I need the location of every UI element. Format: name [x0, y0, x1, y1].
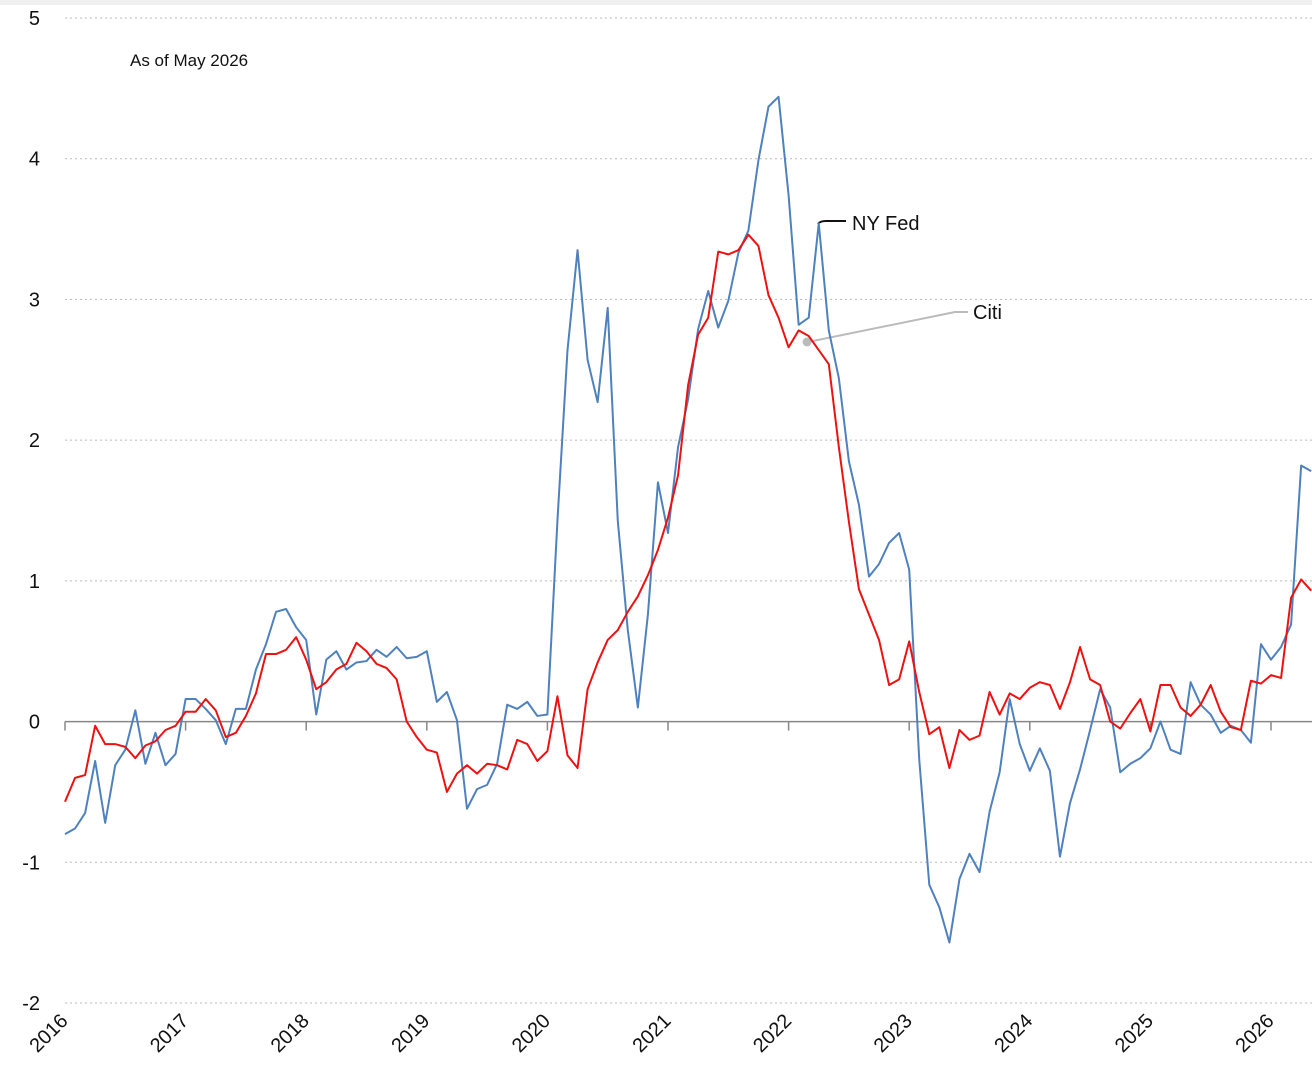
x-tick-label: 2024: [990, 1010, 1037, 1057]
x-tick-label: 2022: [749, 1010, 796, 1057]
y-tick-label: 3: [29, 289, 40, 311]
y-tick-label: 4: [29, 149, 40, 171]
series-label: Citi: [973, 302, 1002, 324]
x-tick-label: 2016: [26, 1010, 73, 1057]
series-label: NY Fed: [852, 213, 919, 235]
x-tick-label: 2021: [629, 1010, 676, 1057]
y-tick-label: 1: [29, 571, 40, 593]
x-tick-label: 2020: [508, 1010, 555, 1057]
x-tick-label: 2019: [387, 1010, 434, 1057]
y-tick-label: -2: [22, 993, 40, 1015]
series-line: [64, 95, 1312, 944]
y-tick-label: 0: [29, 712, 40, 734]
citi-leader: [807, 311, 968, 343]
y-tick-label: -1: [22, 852, 40, 874]
y-tick-label: 5: [29, 8, 40, 30]
citi-leader-dot: [802, 337, 812, 347]
y-tick-label: 2: [29, 430, 40, 452]
top-band: [0, 0, 1312, 5]
x-tick-label: 2026: [1232, 1010, 1279, 1057]
x-tick-label: 2023: [870, 1010, 917, 1057]
series-line: [64, 233, 1312, 803]
x-tick-label: 2018: [267, 1010, 314, 1057]
note: As of May 2026: [130, 51, 248, 70]
x-tick-label: 2025: [1111, 1010, 1158, 1057]
ny-fed-connector: [817, 220, 846, 225]
x-tick-label: 2017: [146, 1010, 193, 1057]
